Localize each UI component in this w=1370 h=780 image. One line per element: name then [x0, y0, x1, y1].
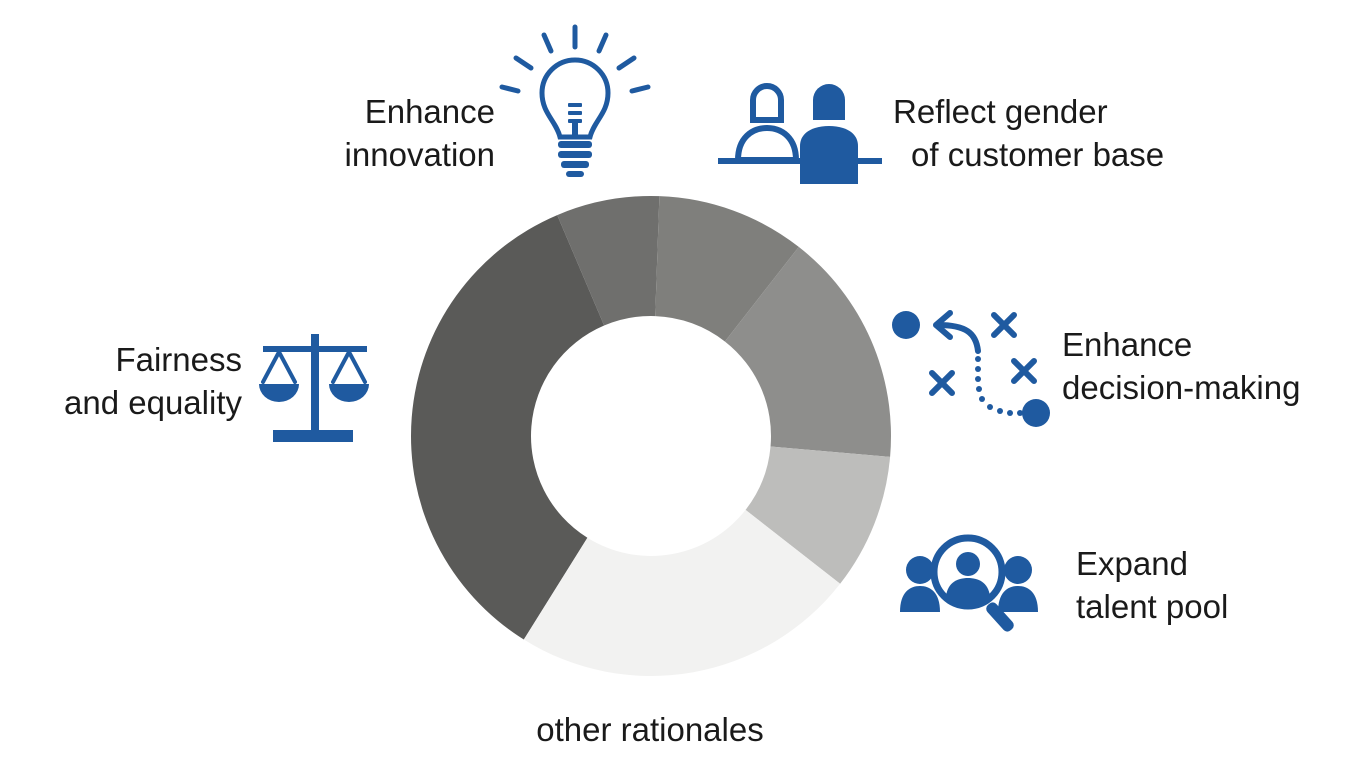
- label-line: innovation: [344, 136, 495, 173]
- label-fairness-equality: Fairness and equality: [20, 338, 242, 424]
- donut-segment-decision: [724, 246, 892, 457]
- scales-icon: [259, 334, 369, 442]
- label-line: decision-making: [1062, 369, 1301, 406]
- label-line: other rationales: [536, 711, 764, 748]
- label-line: Reflect gender: [893, 93, 1108, 130]
- donut-segment-customer: [655, 196, 799, 342]
- donut-segment-innovation: [557, 195, 660, 326]
- label-reflect-gender: Reflect gender of customer base: [893, 90, 1164, 176]
- label-line: talent pool: [1076, 588, 1229, 625]
- label-line: Enhance: [364, 93, 495, 130]
- customer-counter-icon: [718, 83, 882, 184]
- donut-segment-other: [523, 509, 841, 676]
- donut-segment-fairness: [410, 215, 605, 640]
- label-enhance-decision-making: Enhance decision-making: [1062, 323, 1300, 409]
- label-enhance-innovation: Enhance innovation: [280, 90, 495, 176]
- lightbulb-icon: [499, 24, 651, 177]
- donut-segment-talent: [745, 446, 891, 584]
- label-line: Fairness: [115, 341, 242, 378]
- label-line: Expand: [1076, 545, 1188, 582]
- label-expand-talent-pool: Expand talent pool: [1076, 542, 1228, 628]
- label-line: Enhance: [1062, 326, 1193, 363]
- talent-search-icon: [900, 534, 1038, 632]
- label-line: of customer base: [911, 136, 1165, 173]
- strategy-play-icon: [892, 310, 1050, 427]
- label-line: and equality: [64, 384, 242, 421]
- label-other-rationales: other rationales: [450, 708, 850, 751]
